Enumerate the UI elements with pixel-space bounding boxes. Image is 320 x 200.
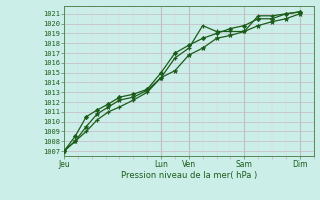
X-axis label: Pression niveau de la mer( hPa ): Pression niveau de la mer( hPa ) [121,171,257,180]
